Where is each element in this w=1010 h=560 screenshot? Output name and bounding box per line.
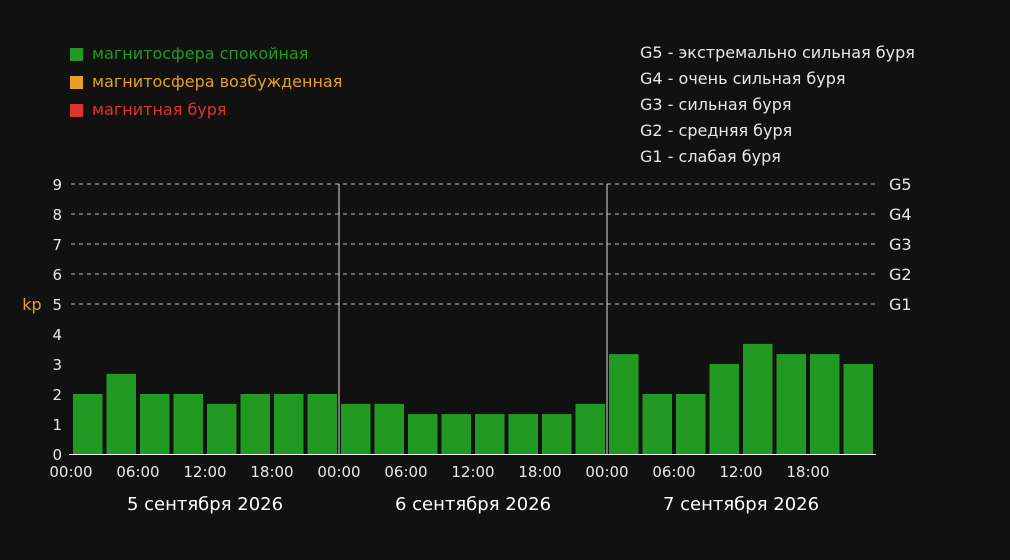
storm-scale-item: G1 - слабая буря <box>640 147 781 166</box>
kp-bar <box>609 354 639 454</box>
x-tick-label: 00:00 <box>585 463 628 481</box>
kp-bar <box>810 354 840 454</box>
kp-bar <box>642 394 672 454</box>
right-axis-label: G2 <box>889 265 912 284</box>
y-tick-label: 9 <box>52 176 62 194</box>
date-label: 6 сентября 2026 <box>395 494 551 515</box>
kp-bar <box>676 394 706 454</box>
storm-scale-item: G5 - экстремально сильная буря <box>640 43 915 62</box>
kp-bar <box>374 403 404 454</box>
kp-bar <box>709 364 739 454</box>
x-tick-label: 18:00 <box>518 463 561 481</box>
legend-label: магнитная буря <box>92 100 227 119</box>
y-axis-label: kp <box>22 295 41 314</box>
date-label: 5 сентября 2026 <box>127 494 283 515</box>
kp-bar <box>575 403 605 454</box>
chart-axes: 0 1 2 3 4 5 6 7 8 9 kp 00:00 06:00 12:00 18:00 5 сентяб… <box>22 176 876 515</box>
right-axis-label: G3 <box>889 235 912 254</box>
y-tick-label: 8 <box>52 206 62 224</box>
y-tick-label: 6 <box>52 266 62 284</box>
kp-bar <box>173 394 203 454</box>
kp-bar <box>441 414 471 454</box>
x-tick-label: 12:00 <box>451 463 494 481</box>
storm-scale-item: G3 - сильная буря <box>640 95 791 114</box>
right-axis-label: G5 <box>889 175 912 194</box>
activity-legend: магнитосфера спокойная магнитосфера возбу… <box>70 44 342 119</box>
kp-bar <box>743 343 773 454</box>
x-tick-label: 00:00 <box>317 463 360 481</box>
kp-bar <box>140 394 170 454</box>
storm-scale-item: G2 - средняя буря <box>640 121 792 140</box>
y-tick-label: 4 <box>52 326 62 344</box>
kp-bar <box>240 394 270 454</box>
legend-swatch <box>70 104 83 117</box>
y-tick-label: 2 <box>52 386 62 404</box>
x-tick-label: 06:00 <box>116 463 159 481</box>
date-label: 7 сентября 2026 <box>663 494 819 515</box>
x-tick-label: 00:00 <box>49 463 92 481</box>
kp-bar <box>475 414 505 454</box>
legend-swatch <box>70 76 83 89</box>
kp-bar <box>408 414 438 454</box>
kp-bars <box>73 343 873 454</box>
legend-label: магнитосфера возбужденная <box>92 72 342 91</box>
kp-bar <box>207 403 237 454</box>
chart-grid: G5 G4 G3 G2 G1 <box>71 175 912 314</box>
kp-bar <box>307 394 337 454</box>
kp-bar <box>508 414 538 454</box>
x-tick-label: 12:00 <box>183 463 226 481</box>
right-axis-label: G4 <box>889 205 912 224</box>
legend-label: магнитосфера спокойная <box>92 44 308 63</box>
kp-bar <box>73 394 103 454</box>
x-tick-label: 06:00 <box>384 463 427 481</box>
y-tick-label: 1 <box>52 416 62 434</box>
x-tick-label: 12:00 <box>719 463 762 481</box>
y-tick-label: 7 <box>52 236 62 254</box>
kp-bar <box>341 403 371 454</box>
kp-bar <box>843 364 873 454</box>
x-tick-label: 18:00 <box>250 463 293 481</box>
y-tick-label: 0 <box>52 446 62 464</box>
y-tick-label: 3 <box>52 356 62 374</box>
x-tick-label: 18:00 <box>786 463 829 481</box>
storm-scale-item: G4 - очень сильная буря <box>640 69 846 88</box>
x-tick-label: 06:00 <box>652 463 695 481</box>
y-tick-label: 5 <box>52 296 62 314</box>
kp-bar <box>542 414 572 454</box>
storm-scale-legend: G5 - экстремально сильная буря G4 - очень… <box>640 43 915 166</box>
right-axis-label: G1 <box>889 295 912 314</box>
legend-swatch <box>70 48 83 61</box>
kp-bar <box>106 373 136 454</box>
kp-bar <box>274 394 304 454</box>
kp-bar <box>776 354 806 454</box>
